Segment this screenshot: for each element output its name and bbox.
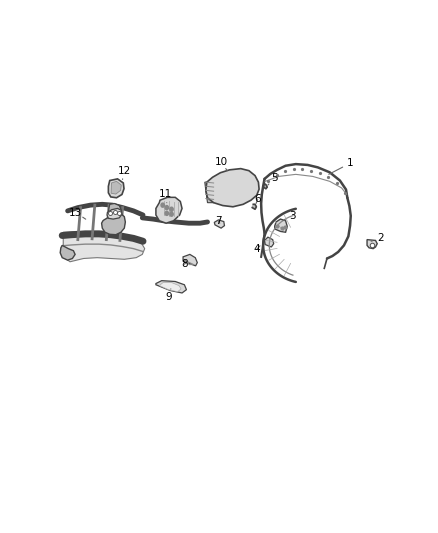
Text: 6: 6: [254, 195, 261, 204]
Polygon shape: [265, 237, 274, 247]
Text: 10: 10: [215, 157, 228, 167]
Polygon shape: [107, 208, 122, 219]
Text: 12: 12: [118, 166, 131, 176]
Polygon shape: [228, 187, 234, 193]
Circle shape: [161, 203, 164, 207]
Polygon shape: [245, 187, 251, 193]
Text: 7: 7: [215, 216, 222, 226]
Polygon shape: [239, 187, 245, 193]
Circle shape: [170, 212, 173, 216]
Text: 9: 9: [165, 292, 172, 302]
Polygon shape: [250, 187, 256, 193]
Text: 1: 1: [347, 158, 353, 168]
Text: 5: 5: [272, 173, 278, 183]
Text: 4: 4: [254, 245, 260, 254]
Polygon shape: [264, 184, 267, 189]
Polygon shape: [108, 204, 121, 217]
Polygon shape: [233, 187, 240, 193]
Polygon shape: [206, 168, 259, 207]
Text: 11: 11: [159, 189, 172, 199]
Polygon shape: [205, 182, 214, 203]
Polygon shape: [102, 214, 125, 235]
Text: 3: 3: [289, 211, 296, 221]
Polygon shape: [214, 220, 224, 228]
Polygon shape: [63, 231, 145, 262]
Polygon shape: [108, 179, 124, 198]
Circle shape: [170, 207, 173, 211]
Circle shape: [165, 206, 169, 209]
Text: 8: 8: [181, 259, 188, 269]
Polygon shape: [275, 219, 287, 232]
Polygon shape: [159, 282, 181, 292]
Polygon shape: [217, 187, 223, 193]
Polygon shape: [156, 281, 187, 293]
Polygon shape: [156, 197, 182, 223]
Circle shape: [165, 211, 169, 215]
Polygon shape: [223, 187, 229, 193]
Polygon shape: [111, 181, 121, 194]
Text: 2: 2: [377, 233, 384, 244]
Polygon shape: [252, 204, 256, 209]
Polygon shape: [183, 254, 197, 266]
Polygon shape: [60, 245, 75, 260]
Text: 13: 13: [69, 207, 82, 217]
Polygon shape: [367, 240, 377, 248]
